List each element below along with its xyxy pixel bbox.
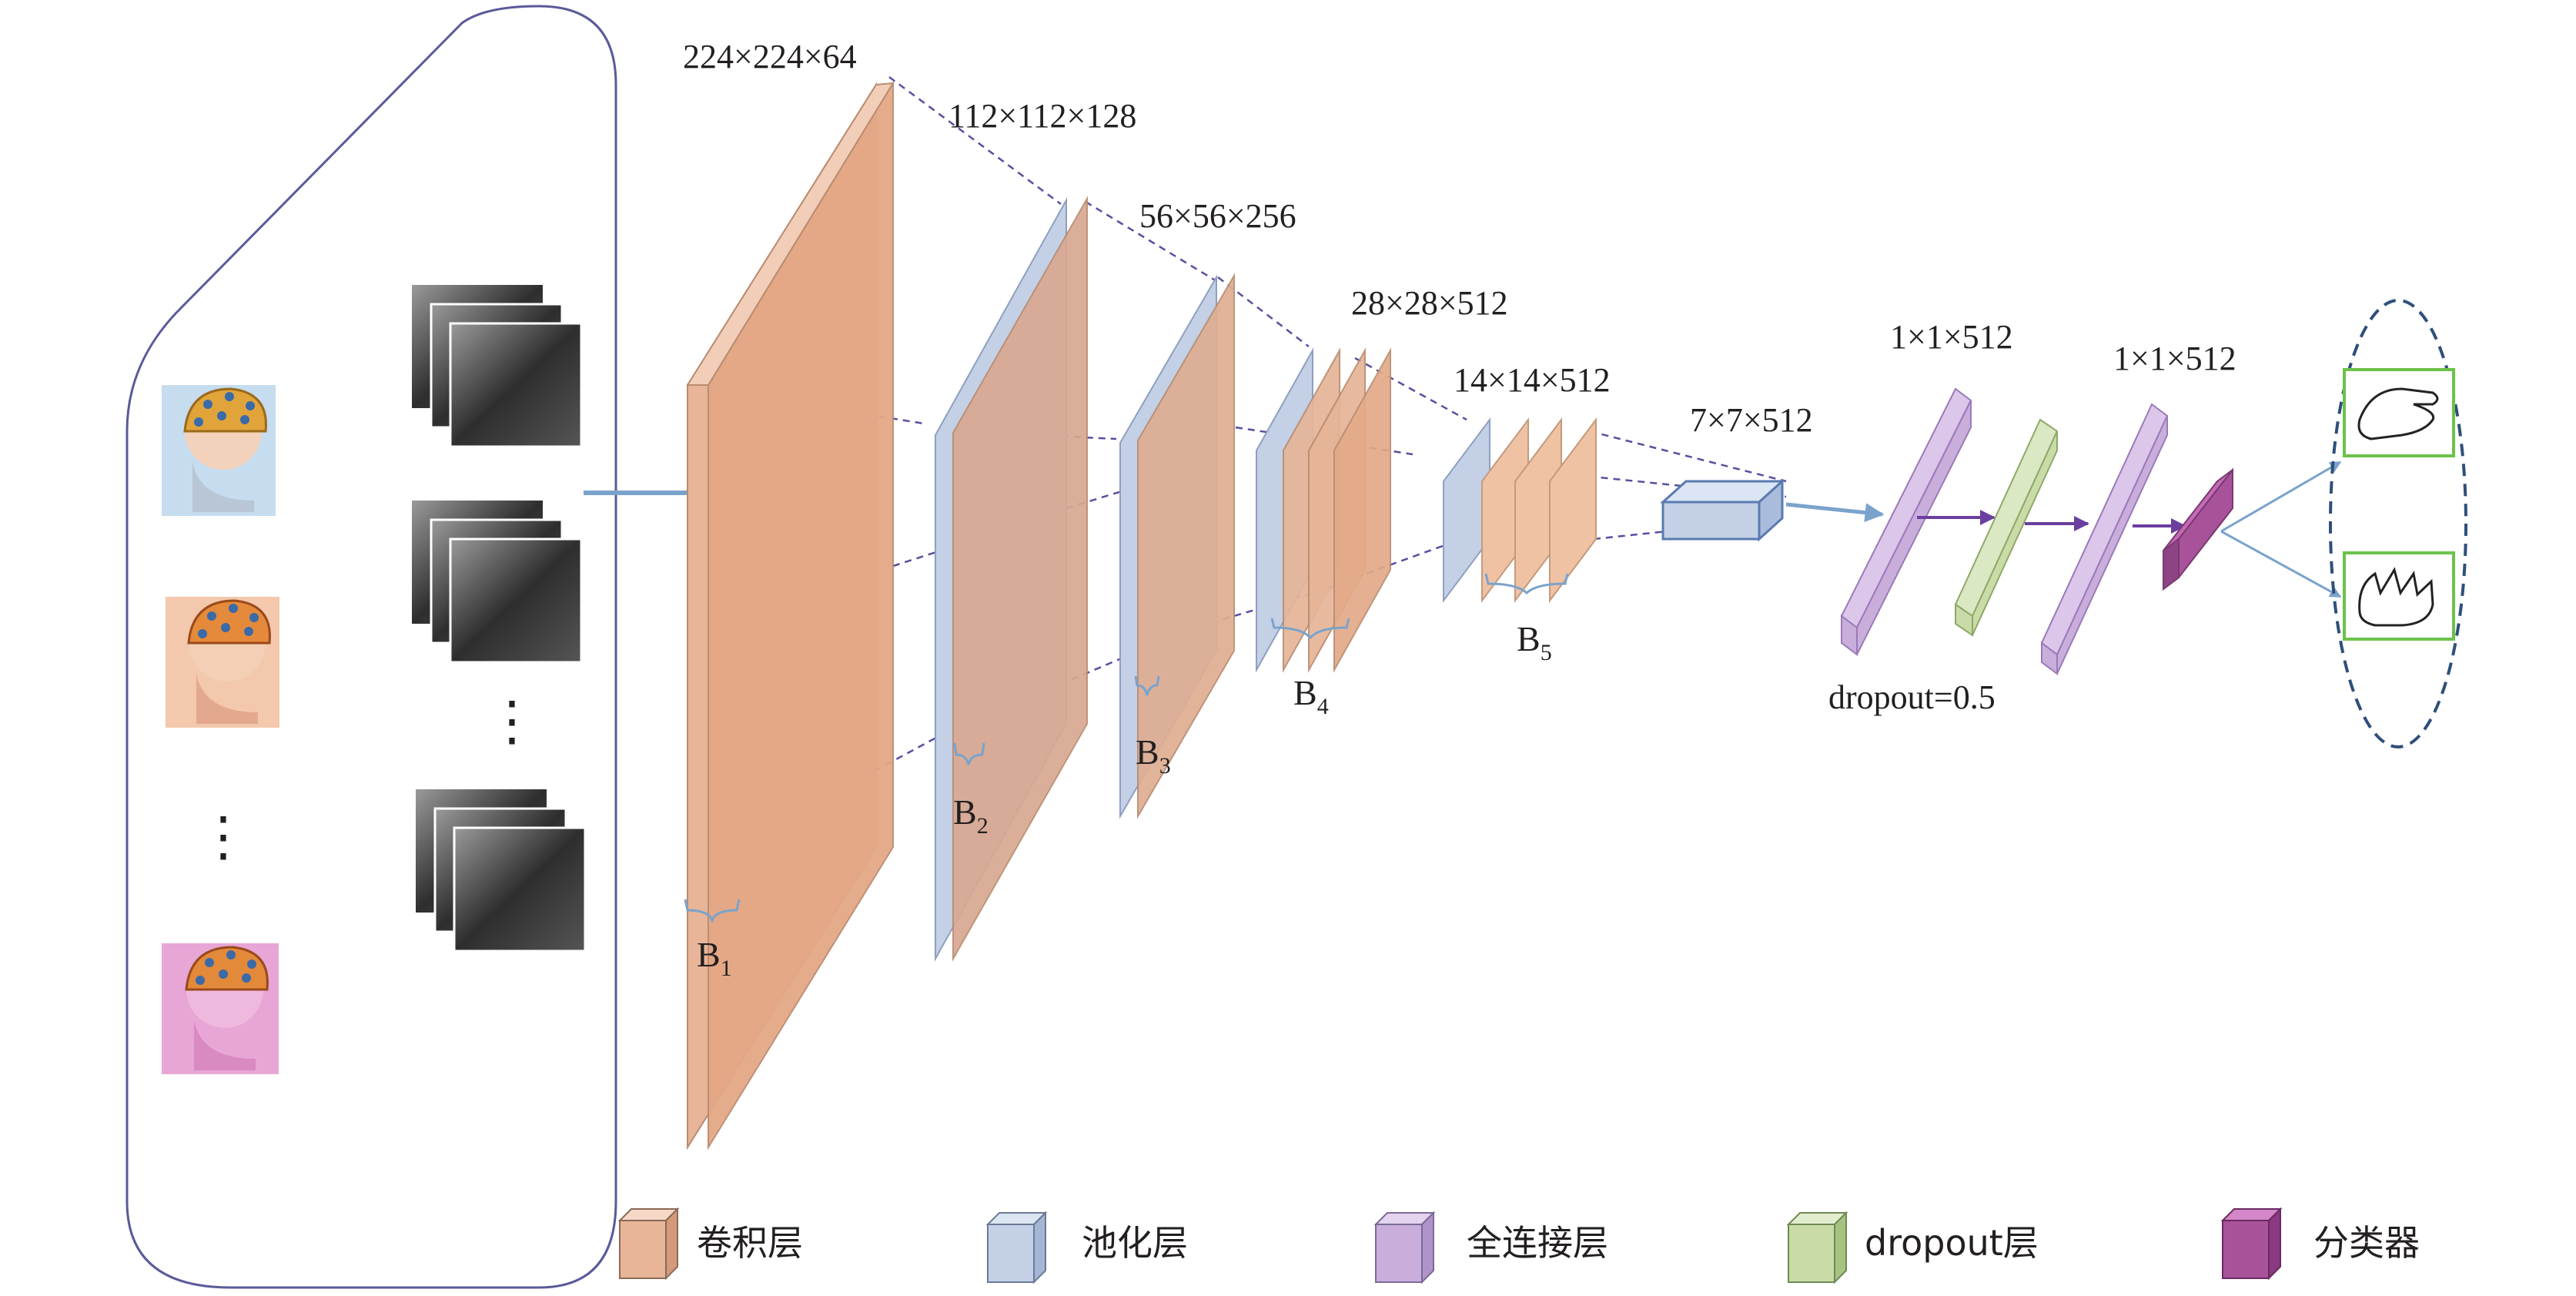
fc-layer-1: [1840, 387, 1972, 656]
legend-fc-label: 全连接层: [1467, 1222, 1608, 1264]
legend-conv-cube-icon: [617, 1207, 680, 1281]
block-label-b5: B5: [1517, 619, 1552, 665]
output-classes-ellipse: [2329, 299, 2467, 748]
eeg-image-stack-3: [416, 789, 587, 953]
dim-label-fc1: 1×1×512: [1890, 318, 2013, 356]
classifier-block: [2163, 467, 2233, 591]
fc-layer-2: [2040, 403, 2169, 675]
block-label-b3: B3: [1136, 732, 1171, 779]
classifier-output-arrow-2: [2220, 530, 2342, 598]
block-brackets: [684, 573, 1569, 924]
legend: 卷积层 池化层 全连接层 dropout层 分类器: [617, 1207, 2420, 1284]
legend-dropout-label: dropout层: [1865, 1222, 2039, 1264]
block-2-layers: [935, 196, 1088, 962]
eeg-image-stack-2: [412, 501, 583, 664]
pool5-box: [1660, 478, 1785, 542]
dim-label-pool5: 7×7×512: [1690, 401, 1813, 439]
dropout-layer: [1954, 418, 2059, 637]
eeg-image-stack-1: [412, 285, 583, 448]
legend-classifier-cube-icon: [2220, 1207, 2283, 1281]
legend-classifier-label: 分类器: [2313, 1222, 2420, 1264]
dim-label-b3: 56×56×256: [1139, 197, 1296, 235]
conv-layer: [1549, 417, 1597, 603]
hand-palm-down-icon: [2343, 368, 2455, 457]
dim-label-b1: 224×224×64: [683, 38, 857, 75]
classifier-output-arrow-1: [2220, 460, 2342, 533]
dim-label-b4: 28×28×512: [1351, 284, 1508, 322]
legend-conv-label: 卷积层: [697, 1222, 803, 1264]
block-label-b2: B2: [953, 792, 989, 839]
block-label-b1: B1: [697, 935, 732, 981]
dim-label-fc2: 1×1×512: [2113, 340, 2236, 377]
input-panel-outline: [125, 5, 617, 1289]
block-label-b4: B4: [1293, 673, 1329, 719]
block-3-layers: [1119, 273, 1235, 819]
eeg-subject-icon-3: [162, 943, 279, 1074]
legend-dropout-cube-icon: [1786, 1211, 1848, 1284]
block-1-conv-layers: [686, 80, 895, 1150]
dim-label-b5: 14×14×512: [1454, 361, 1611, 399]
legend-fc-cube-icon: [1373, 1211, 1436, 1284]
eeg-subject-icon-1: [162, 385, 276, 516]
block-5-layers: [1443, 417, 1597, 603]
images-ellipsis: ⋮: [485, 692, 539, 752]
conv-layer: [952, 196, 1088, 962]
conv-layer: [1333, 347, 1391, 673]
conv-layer: [708, 80, 894, 1150]
conv-layer: [1137, 273, 1235, 819]
dropout-rate-label: dropout=0.5: [1828, 678, 1996, 716]
pool5-to-fc-arrow: [1785, 502, 1885, 523]
eeg-subject-icon-2: [166, 597, 279, 728]
legend-pool-cube-icon: [985, 1211, 1048, 1284]
subjects-ellipsis: ⋮: [196, 808, 250, 867]
legend-pool-label: 池化层: [1082, 1222, 1188, 1264]
block-4-layers: [1256, 347, 1391, 673]
hand-palm-up-icon: [2343, 551, 2455, 641]
dim-label-b2: 112×112×128: [948, 97, 1136, 135]
